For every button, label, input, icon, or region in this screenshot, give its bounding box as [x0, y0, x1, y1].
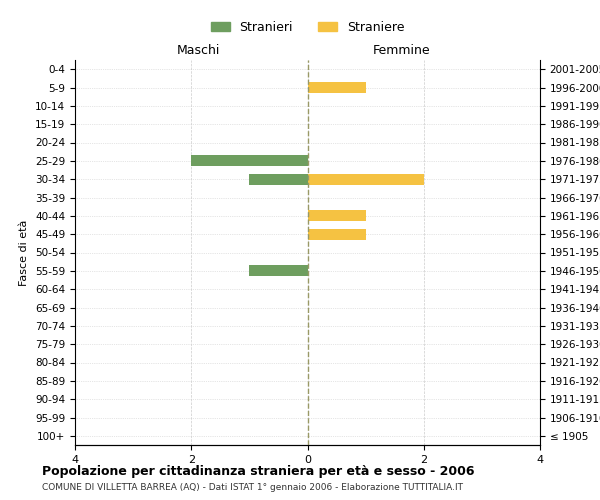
Text: Popolazione per cittadinanza straniera per età e sesso - 2006: Popolazione per cittadinanza straniera p…	[42, 465, 475, 478]
Bar	[250, 266, 308, 276]
Text: Femmine: Femmine	[373, 44, 431, 58]
Text: COMUNE DI VILLETTA BARREA (AQ) - Dati ISTAT 1° gennaio 2006 - Elaborazione TUTTI: COMUNE DI VILLETTA BARREA (AQ) - Dati IS…	[42, 482, 463, 492]
Bar	[191, 156, 308, 166]
Bar	[308, 210, 365, 222]
Y-axis label: Fasce di età: Fasce di età	[19, 220, 29, 286]
Bar	[250, 174, 308, 184]
Bar	[308, 82, 365, 93]
Legend: Stranieri, Straniere: Stranieri, Straniere	[206, 16, 409, 39]
Bar	[308, 228, 365, 239]
Text: Maschi: Maschi	[176, 44, 220, 58]
Bar	[308, 174, 424, 184]
